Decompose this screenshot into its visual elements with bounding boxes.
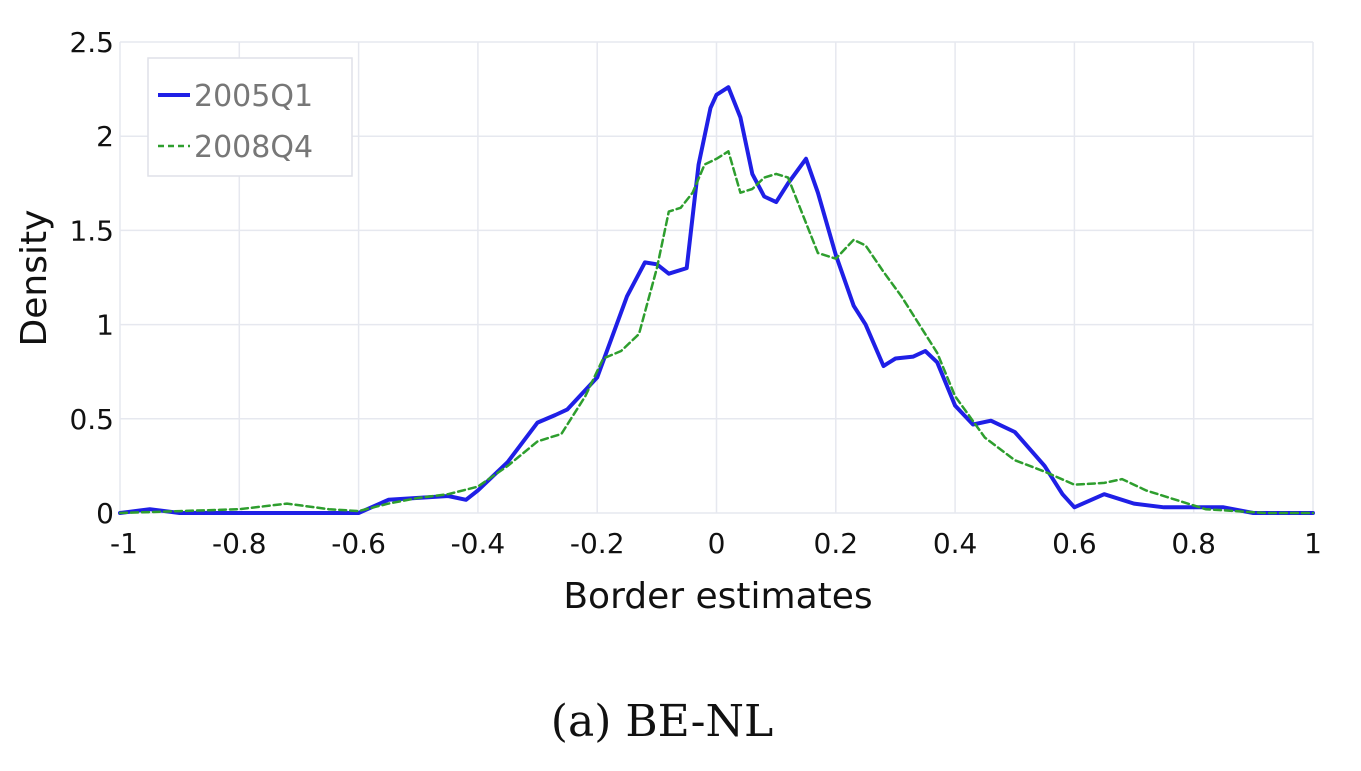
legend: 2005Q1 2008Q4: [147, 57, 353, 177]
x-tick-label: 0.4: [933, 527, 978, 560]
y-tick-label: 0.5: [69, 403, 114, 436]
series-layer: [118, 85, 1315, 515]
x-tick-label: -0.4: [451, 527, 506, 560]
x-tick-label: 1: [1304, 527, 1322, 560]
legend-label-2005q1: 2005Q1: [194, 79, 313, 114]
x-axis-title: Border estimates: [563, 576, 872, 617]
x-tick-label: 0.8: [1171, 527, 1216, 560]
x-tick-label: 0.6: [1052, 527, 1097, 560]
y-tick-label: 1: [96, 309, 114, 342]
y-tick-label: 0: [96, 497, 114, 530]
x-tick-label: -0.8: [212, 527, 267, 560]
tick-labels: -1 -0.8 -0.6 -0.4 -0.2 0 0.2 0.4 0.6 0.8 1 0 0.5 1 1.5…: [69, 26, 1321, 560]
x-tick-label: 0.2: [814, 527, 859, 560]
y-axis-title: Density: [14, 210, 55, 347]
x-tick-label: -0.6: [331, 527, 386, 560]
series-line-2005q1: [118, 85, 1315, 515]
y-tick-label: 2: [96, 120, 114, 153]
legend-label-2008q4: 2008Q4: [194, 130, 313, 165]
figure-caption: (a) BE-NL: [551, 696, 773, 747]
x-tick-label: -0.2: [570, 527, 625, 560]
y-tick-label: 1.5: [69, 214, 114, 247]
x-tick-label: -1: [110, 527, 138, 560]
legend-box: [147, 57, 353, 177]
x-tick-label: 0: [708, 527, 726, 560]
series-line-2008q4: [118, 150, 1315, 515]
y-tick-label: 2.5: [69, 26, 114, 59]
